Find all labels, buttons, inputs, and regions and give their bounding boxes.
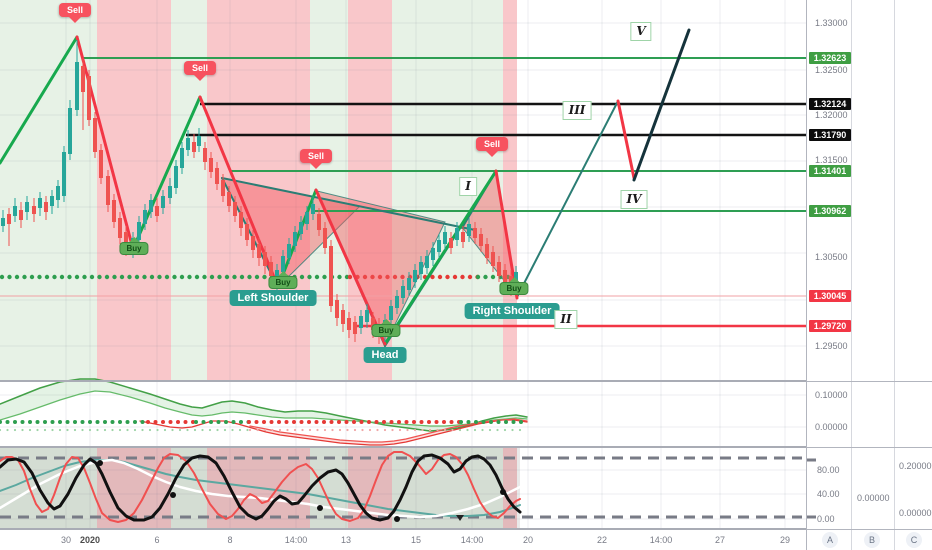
chart-pane[interactable]: Sell Sell Sell Sell Buy Buy Buy Buy Left Shoulde… [0, 0, 806, 550]
price-level-badge[interactable]: 1.30962 [809, 205, 851, 217]
time-tick-label: 14:00 [284, 535, 308, 545]
time-tick-label: 2020 [79, 535, 101, 545]
time-tick-label: 8 [227, 535, 233, 545]
price-tick-label: 1.32000 [815, 110, 848, 120]
stoch-tick-label: 40.00 [817, 489, 840, 499]
panel-button-b[interactable]: B [864, 532, 880, 548]
price-tick-label: 1.29500 [815, 341, 848, 351]
time-tick-label: 27 [714, 535, 726, 545]
stoch-tick-label: 0.00 [817, 514, 835, 524]
price-level-badge[interactable]: 1.32623 [809, 52, 851, 64]
time-axis[interactable]: 30 2020 6 8 14:00 13 15 14:00 20 22 14:00 27 29 [0, 530, 806, 550]
macd-tick-label: 0.00000 [815, 422, 848, 432]
time-tick-label: 6 [154, 535, 160, 545]
time-tick-label: 30 [60, 535, 72, 545]
price-level-badge[interactable]: 1.29720 [809, 320, 851, 332]
panelC-tick-label: 0.20000 [899, 461, 932, 471]
panel-button-c[interactable]: C [906, 532, 922, 548]
price-tick-label: 1.32500 [815, 65, 848, 75]
axis-separator [807, 381, 932, 382]
macd-tick-label: 0.10000 [815, 390, 848, 400]
price-level-badge[interactable]: 1.31401 [809, 165, 851, 177]
price-tick-label: 1.33000 [815, 18, 848, 28]
stoch-dash-level-mark [807, 515, 816, 519]
time-tick-label: 14:00 [649, 535, 673, 545]
stoch-dash-level-mark [807, 458, 816, 462]
time-tick-label: 20 [522, 535, 534, 545]
price-tick-label: 1.30500 [815, 252, 848, 262]
price-level-badge[interactable]: 1.30045 [809, 290, 851, 302]
price-level-badge[interactable]: 1.31790 [809, 129, 851, 141]
time-tick-label: 13 [340, 535, 352, 545]
stoch-tick-label: 80.00 [817, 465, 840, 475]
price-axis[interactable]: 1.33000 1.32500 1.32000 1.31500 1.30500 1.295… [806, 0, 932, 550]
axis-separator [807, 529, 932, 530]
time-tick-label: 29 [779, 535, 791, 545]
price-level-badge[interactable]: 1.32124 [809, 98, 851, 110]
candlestick-chart[interactable] [0, 0, 806, 530]
axis-column-divider [851, 0, 852, 550]
axis-column-divider [894, 0, 895, 550]
price-tick-label: 1.31500 [815, 155, 848, 165]
panelC-tick-label: 0.00000 [899, 508, 932, 518]
time-tick-label: 15 [410, 535, 422, 545]
panel-button-a[interactable]: A [822, 532, 838, 548]
time-tick-label: 14:00 [460, 535, 484, 545]
axis-separator [807, 447, 932, 448]
time-tick-label: 22 [596, 535, 608, 545]
panelB-tick-label: 0.00000 [857, 493, 890, 503]
